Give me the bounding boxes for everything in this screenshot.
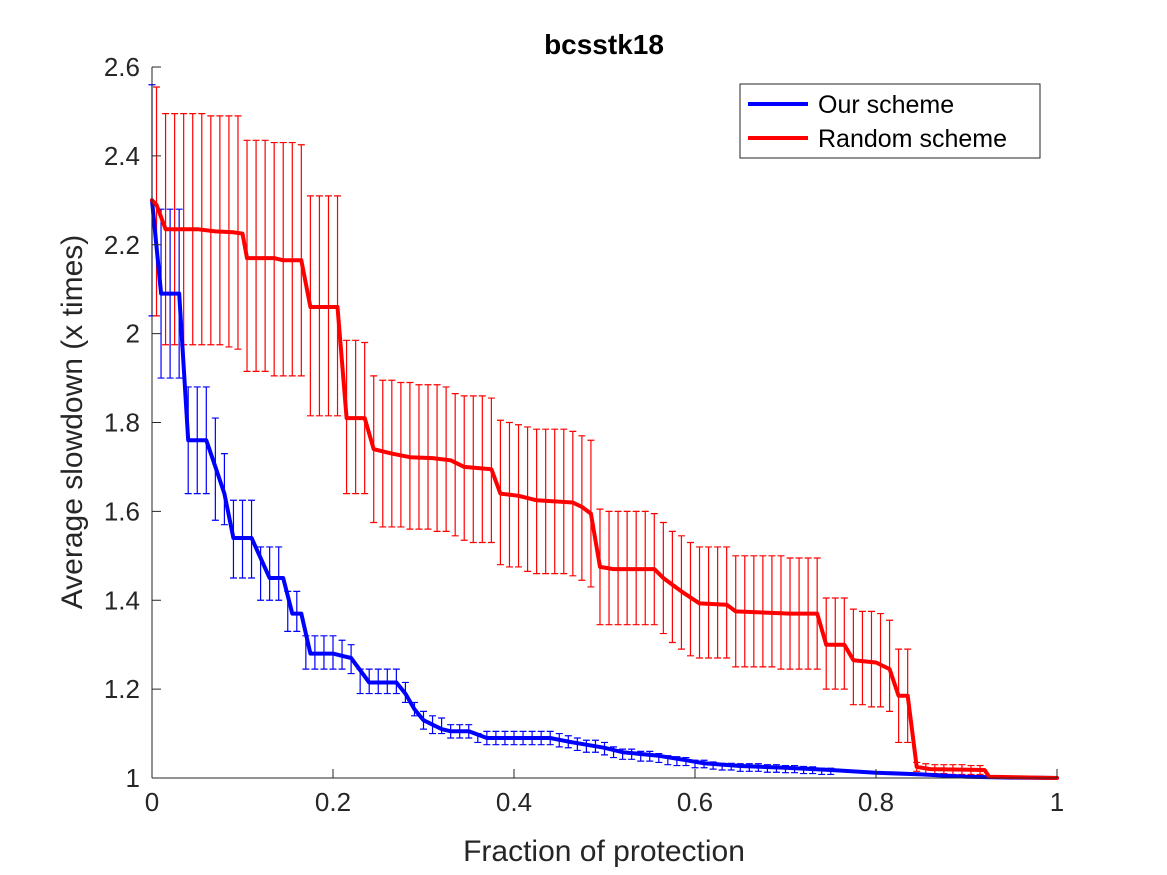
legend-box <box>739 83 1041 159</box>
axes: 0 0.2 0.4 0.6 0.8 1 1 1.2 1.4 1.6 1.8 2 2.2 2.4 2.6 <box>104 52 1064 817</box>
series-line-our-scheme <box>150 198 1059 780</box>
series-layer <box>150 198 1059 780</box>
error-bar-random-scheme-63 <box>723 546 731 659</box>
error-bar-random-scheme-12 <box>261 139 269 372</box>
plot-area <box>152 67 1057 778</box>
legend-label-random-scheme: Random scheme <box>818 125 1007 153</box>
y-tick-label-6: 2.2 <box>104 230 140 260</box>
x-tick-label-0: 0 <box>145 787 159 817</box>
error-bar-our-scheme-16 <box>293 590 301 632</box>
error-bar-random-scheme-11 <box>252 139 260 372</box>
y-tick-label-1: 1.2 <box>104 674 140 704</box>
x-tick-label-2: 0.4 <box>496 787 532 817</box>
error-bar-random-scheme-81 <box>886 619 894 712</box>
y-tick-label-5: 2 <box>126 319 140 349</box>
y-tick-label-3: 1.6 <box>104 496 140 526</box>
y-tick-label-8: 2.6 <box>104 52 140 82</box>
x-tick-label-5: 1 <box>1050 787 1064 817</box>
legend-label-our-scheme: Our scheme <box>818 91 954 119</box>
error-bars-random-scheme <box>153 86 984 776</box>
y-tick-label-0: 1 <box>126 763 140 793</box>
error-bar-random-scheme-78 <box>858 610 866 706</box>
error-bar-random-scheme-80 <box>877 612 885 708</box>
chart-title: bcsstk18 <box>544 29 664 60</box>
x-tick-label-3: 0.6 <box>677 787 713 817</box>
error-bar-random-scheme-79 <box>867 610 875 708</box>
x-tick-label-4: 0.8 <box>858 787 894 817</box>
series-line-random-scheme <box>150 198 1059 780</box>
error-bar-random-scheme-25 <box>379 379 387 528</box>
x-axis-label: Fraction of protection <box>463 835 745 868</box>
error-bar-our-scheme-14 <box>275 546 283 601</box>
error-bar-random-scheme-33 <box>451 393 459 537</box>
y-tick-label-4: 1.8 <box>104 408 140 438</box>
y-tick-label-2: 1.4 <box>104 585 140 615</box>
y-tick-label-7: 2.4 <box>104 141 140 171</box>
error-bar-random-scheme-0 <box>153 86 161 317</box>
legend: Our scheme Random scheme <box>739 83 1041 159</box>
x-tick-label-1: 0.2 <box>315 787 351 817</box>
y-axis-label: Average slowdown (x times) <box>56 235 89 610</box>
